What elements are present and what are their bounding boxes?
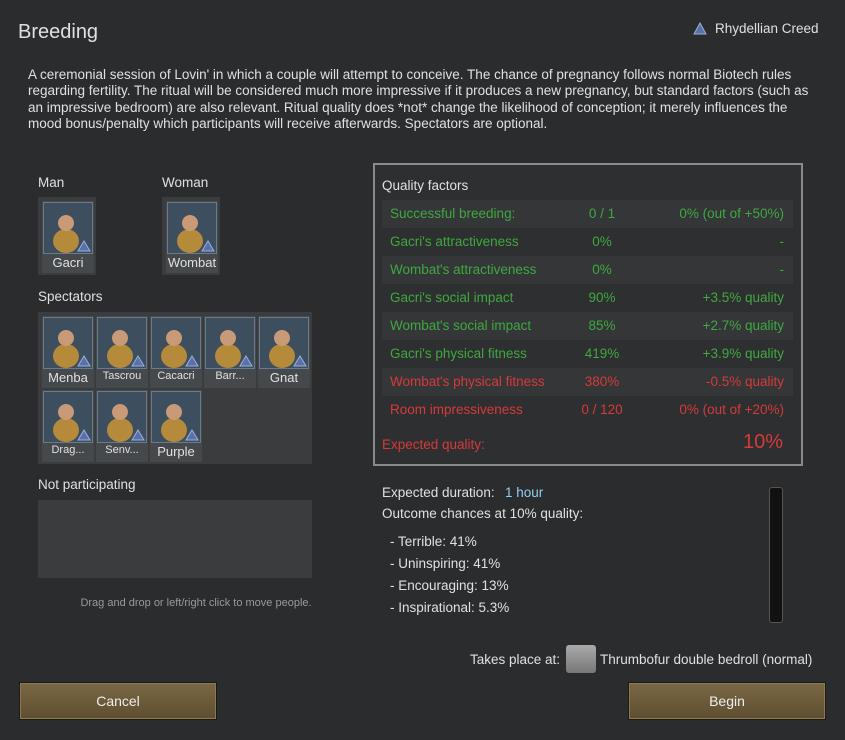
factor-value: 0% — [592, 234, 612, 249]
pawn-portrait — [205, 317, 255, 369]
factor-label: Gacri's social impact — [390, 290, 514, 305]
factor-value: 419% — [584, 346, 620, 361]
factor-label: Wombat's social impact — [390, 318, 532, 333]
pawn[interactable]: Barr... — [204, 316, 256, 388]
pawn[interactable]: Tascrou — [96, 316, 148, 388]
outcome: - Terrible: 41% — [390, 534, 477, 549]
cancel-button[interactable]: Cancel — [19, 682, 217, 720]
hint: Drag and drop or left/right click to mov… — [80, 597, 312, 609]
factor-effect: - — [779, 234, 785, 249]
location-label: Takes place at: — [469, 652, 560, 667]
pawn-portrait — [259, 317, 309, 369]
quality-row: Gacri's social impact 90% +3.5% quality — [382, 284, 793, 312]
pawn-name: Cacacri — [157, 370, 195, 382]
scrollbar[interactable] — [769, 487, 783, 623]
pawn-portrait — [151, 391, 201, 443]
pawn-name: Gacri — [52, 255, 84, 270]
bed-icon — [566, 645, 596, 673]
outcome-title: Outcome chances at 10% quality: — [382, 506, 584, 521]
pawn-figure — [161, 404, 199, 442]
pawn-portrait — [43, 391, 93, 443]
dialog-title: Breeding — [18, 21, 99, 43]
location-value[interactable]: Thrumbofur double bedroll (normal) — [600, 652, 813, 667]
factor-value: 85% — [588, 318, 616, 333]
pawn-portrait — [97, 391, 147, 443]
pawn-figure — [53, 330, 91, 368]
pawn-name: Purple — [157, 444, 195, 459]
ideology-icon — [693, 22, 707, 35]
pawn-portrait — [43, 202, 93, 254]
factor-effect: +2.7% quality — [702, 318, 784, 333]
factor-label: Wombat's attractiveness — [390, 262, 537, 277]
duration-value: 1 hour — [505, 485, 544, 500]
factor-label: Wombat's physical fitness — [390, 374, 545, 389]
pawn-portrait — [97, 317, 147, 369]
expected-quality-label: Expected quality: — [382, 437, 485, 452]
factor-value: 0 / 1 — [588, 206, 616, 221]
expected-quality-value: 10% — [742, 431, 783, 453]
pawn-figure — [53, 215, 91, 253]
begin-button[interactable]: Begin — [628, 682, 826, 720]
role-label: Woman — [162, 175, 209, 190]
factor-label: Successful breeding: — [390, 206, 516, 221]
pawn-figure — [161, 330, 199, 368]
factor-effect: +3.5% quality — [702, 290, 784, 305]
pawn[interactable]: Gacri — [42, 201, 94, 273]
factor-effect: 0% (out of +50%) — [679, 206, 784, 221]
pawn-figure — [107, 330, 145, 368]
pawn[interactable]: Senv... — [96, 390, 148, 462]
factor-value: 380% — [584, 374, 620, 389]
spectators-label: Spectators — [38, 289, 103, 304]
factor-effect: - — [779, 262, 785, 277]
quality-row: Room impressiveness 0 / 120 0% (out of +20… — [382, 396, 793, 424]
not-participating-label: Not participating — [38, 477, 136, 492]
not-participating-box — [38, 500, 312, 578]
pawn[interactable]: Drag... — [42, 390, 94, 462]
pawn-name: Barr... — [215, 370, 245, 382]
pawn-figure — [269, 330, 307, 368]
role-label: Man — [38, 175, 65, 190]
factor-label: Gacri's attractiveness — [390, 234, 519, 249]
pawn[interactable]: Menba — [42, 316, 94, 388]
pawn-figure — [177, 215, 215, 253]
pawn[interactable]: Cacacri — [150, 316, 202, 388]
ideology-name: Rhydellian Creed — [715, 21, 819, 36]
factor-effect: 0% (out of +20%) — [679, 402, 784, 417]
pawn[interactable]: Wombat — [166, 201, 218, 273]
pawn-figure — [53, 404, 91, 442]
pawn-name: Wombat — [167, 255, 217, 270]
pawn-figure — [215, 330, 253, 368]
outcome: - Uninspiring: 41% — [390, 556, 501, 571]
pawn-name: Senv... — [105, 444, 139, 456]
duration-label: Expected duration: — [382, 485, 495, 500]
description: A ceremonial session of Lovin' in which … — [28, 67, 809, 131]
outcome: - Inspirational: 5.3% — [390, 600, 510, 615]
quality-row: Wombat's attractiveness 0% - — [382, 256, 793, 284]
quality-row: Successful breeding: 0 / 1 0% (out of +50%… — [382, 200, 793, 228]
quality-row: Gacri's physical fitness 419% +3.9% qualit… — [382, 340, 793, 368]
pawn-name: Tascrou — [102, 370, 142, 382]
factor-value: 90% — [588, 290, 616, 305]
quality-row: Wombat's physical fitness 380% -0.5% quali… — [382, 368, 793, 396]
factor-label: Gacri's physical fitness — [390, 346, 527, 361]
quality-row: Gacri's attractiveness 0% - — [382, 228, 793, 256]
factor-effect: -0.5% quality — [705, 374, 784, 389]
factor-value: 0% — [592, 262, 612, 277]
pawn[interactable]: Gnat — [258, 316, 310, 388]
pawn[interactable]: Purple — [150, 390, 202, 462]
factor-effect: +3.9% quality — [702, 346, 784, 361]
factor-value: 0 / 120 — [581, 402, 623, 417]
pawn-name: Gnat — [269, 370, 299, 385]
pawn-figure — [107, 404, 145, 442]
pawn-portrait — [43, 317, 93, 369]
pawn-name: Drag... — [51, 444, 85, 456]
factor-label: Room impressiveness — [390, 402, 523, 417]
quality-title: Quality factors — [382, 178, 469, 193]
quality-row: Wombat's social impact 85% +2.7% quality — [382, 312, 793, 340]
outcome: - Encouraging: 13% — [390, 578, 509, 593]
pawn-name: Menba — [48, 370, 88, 385]
pawn-portrait — [167, 202, 217, 254]
pawn-portrait — [151, 317, 201, 369]
